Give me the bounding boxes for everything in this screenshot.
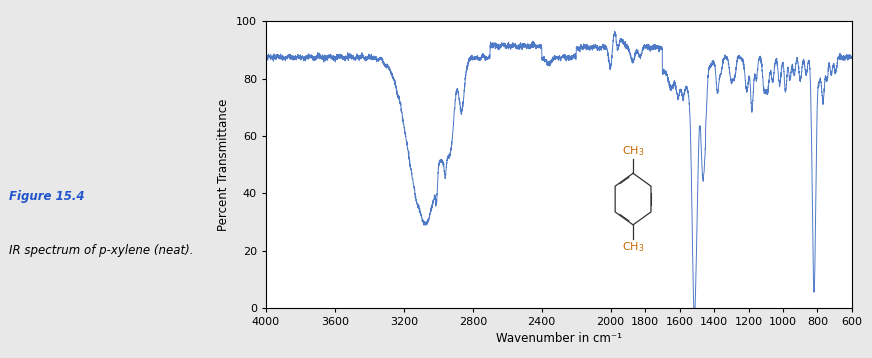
Text: CH$_3$: CH$_3$: [622, 144, 644, 158]
Y-axis label: Percent Transmittance: Percent Transmittance: [217, 98, 230, 231]
Text: IR spectrum of p-xylene (neat).: IR spectrum of p-xylene (neat).: [9, 244, 194, 257]
Text: CH$_3$: CH$_3$: [622, 240, 644, 254]
X-axis label: Wavenumber in cm⁻¹: Wavenumber in cm⁻¹: [496, 333, 622, 345]
Text: Figure 15.4: Figure 15.4: [9, 190, 85, 203]
